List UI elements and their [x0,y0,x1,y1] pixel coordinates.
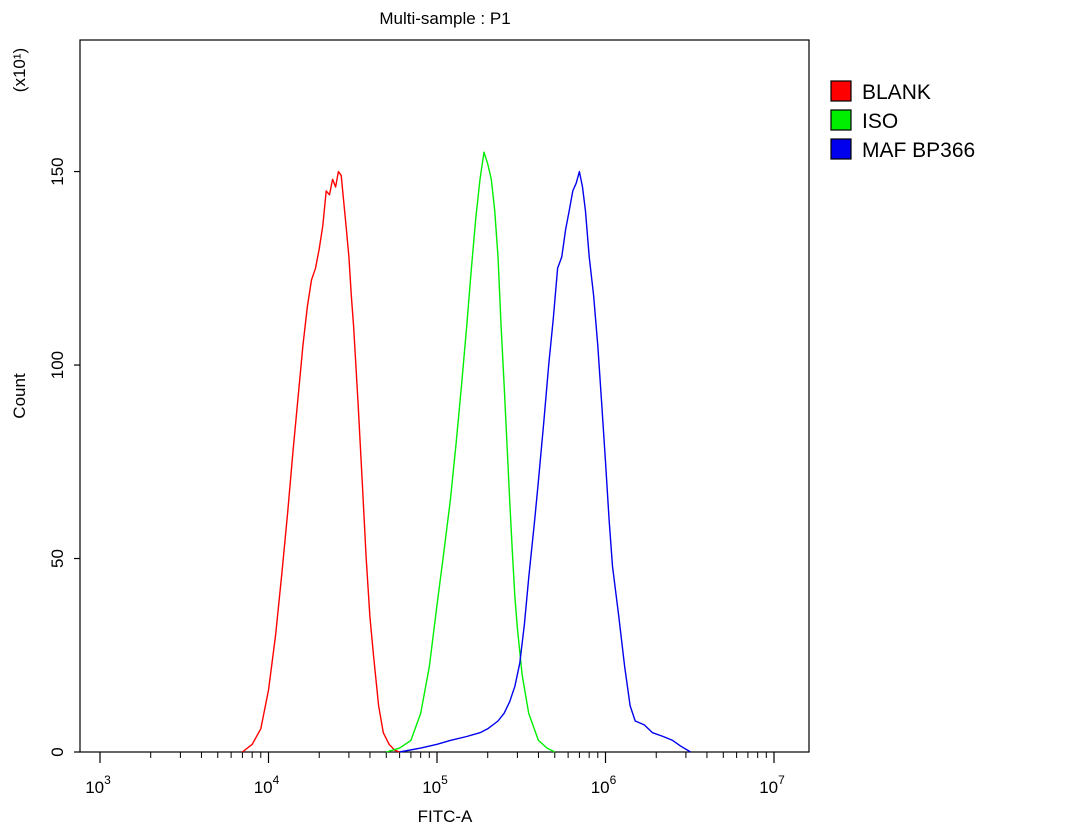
y-axis: 0 50 100 150 [48,157,80,757]
x-tick-exponent: 3 [104,773,111,787]
plot-frame [79,39,810,753]
series-line-2 [399,170,691,753]
x-tick-base: 10 [759,778,778,797]
series-line-1 [386,151,556,753]
x-tick-label: 106 [591,773,617,797]
x-tick-label: 105 [422,773,448,797]
chart-title: Multi-sample : P1 [379,9,510,28]
x-tick-label: 104 [254,773,280,797]
series-line-0 [241,170,400,753]
x-tick-base: 10 [422,778,441,797]
y-multiplier-label: (x10¹) [10,48,29,92]
legend-swatch [830,138,852,160]
legend-label: MAF BP366 [862,139,975,162]
legend-swatch [830,80,852,102]
x-tick-exponent: 4 [273,773,280,787]
series-layer [241,151,691,753]
x-axis-label: FITC-A [418,807,473,826]
legend-label: ISO [862,110,898,133]
legend-label: BLANK [862,81,931,104]
x-axis: 103 104 105 106 107 [85,752,785,797]
x-tick-base: 10 [591,778,610,797]
x-tick-label: 107 [759,773,785,797]
y-axis-label: Count [10,373,29,419]
x-tick-base: 10 [85,778,104,797]
legend: BLANK ISO MAF BP366 [830,80,975,162]
y-tick-label: 150 [48,157,67,185]
y-tick-label: 100 [48,351,67,379]
x-tick-exponent: 5 [441,773,448,787]
x-tick-label: 103 [85,773,111,797]
x-tick-exponent: 6 [610,773,617,787]
y-tick-label: 0 [48,747,67,756]
y-tick-label: 50 [48,549,67,568]
x-tick-base: 10 [254,778,273,797]
legend-swatch [830,109,852,131]
x-tick-exponent: 7 [778,773,785,787]
